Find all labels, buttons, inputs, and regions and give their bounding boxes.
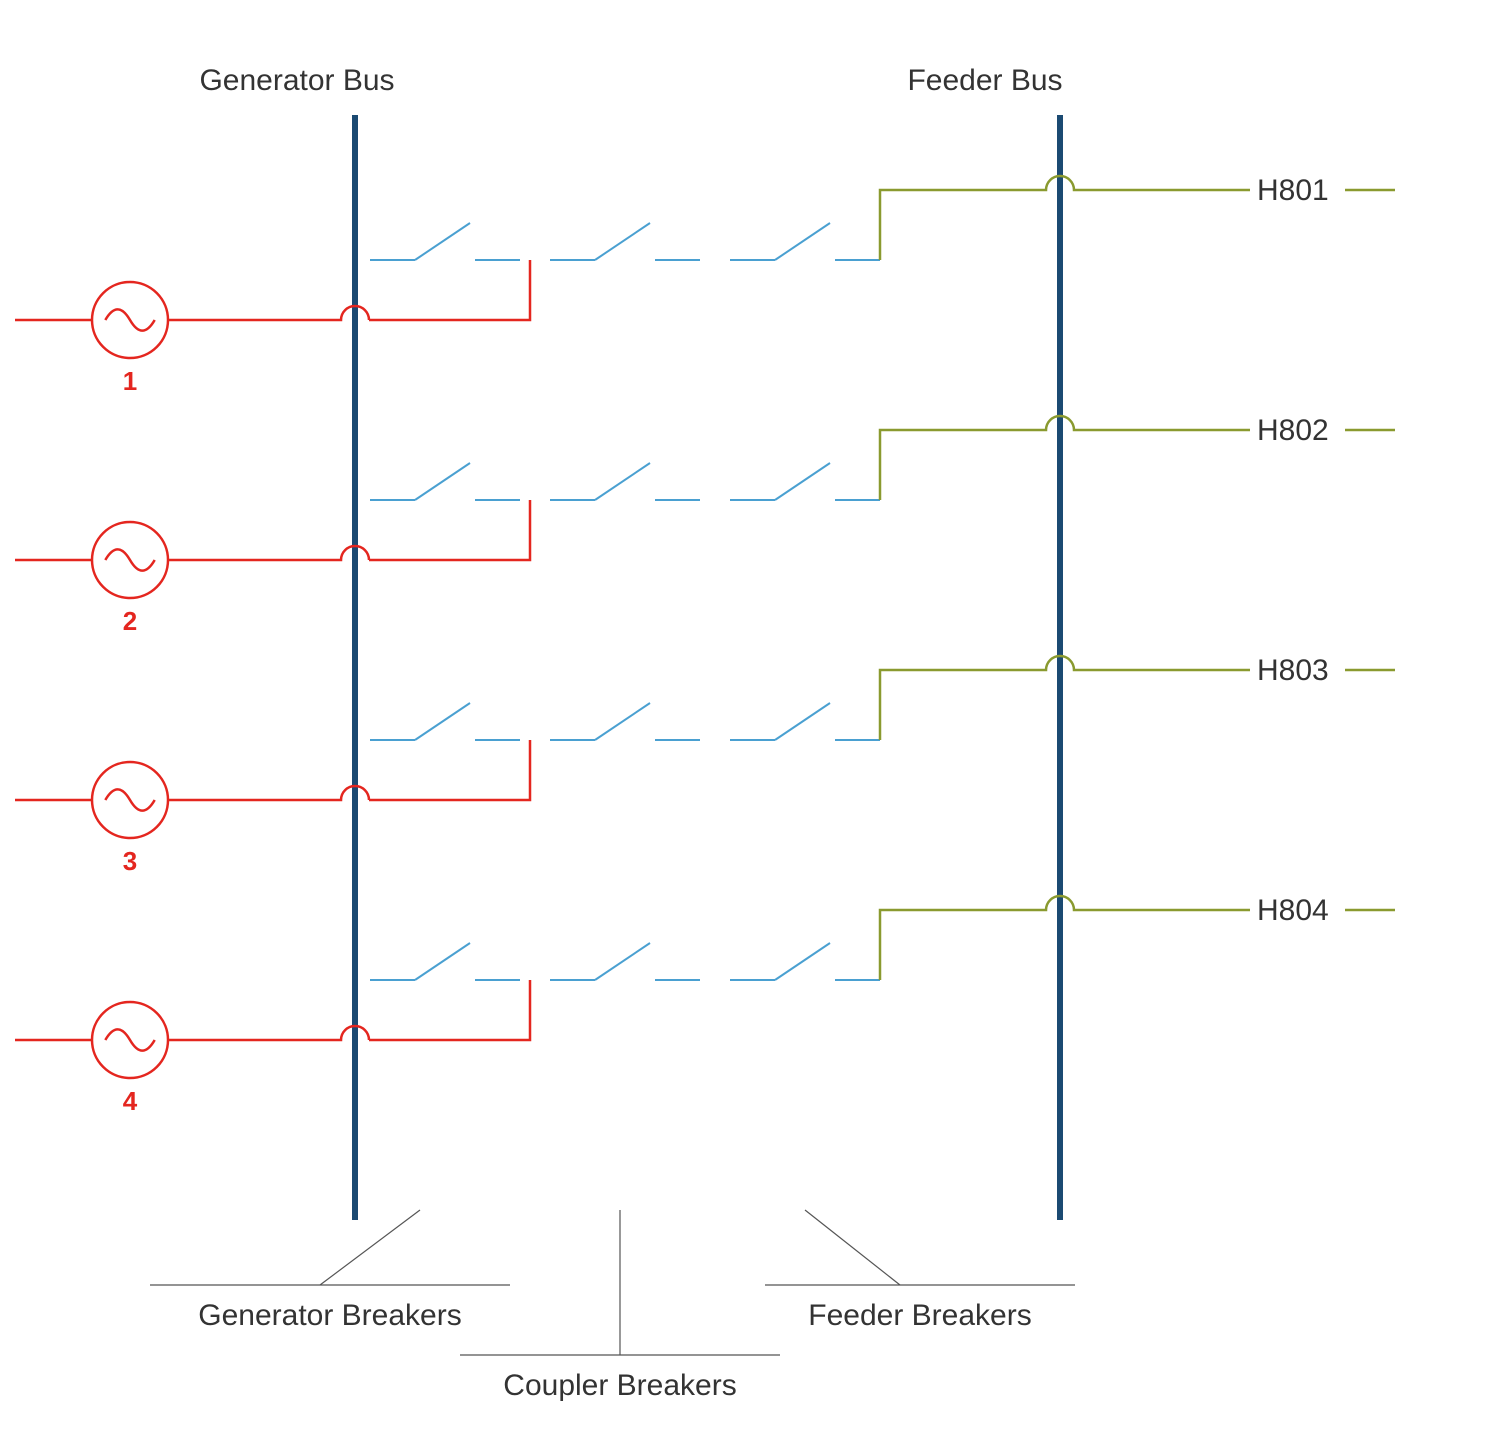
coupler-breakers-label: Coupler Breakers (503, 1369, 736, 1402)
generator-riser-2 (369, 500, 530, 560)
generator-breaker-4 (370, 943, 520, 980)
feeder-breaker-2 (730, 463, 880, 500)
generator-sine-icon (105, 549, 154, 570)
generator-label-3: 3 (123, 846, 137, 876)
generator-label-4: 4 (123, 1086, 138, 1116)
generator-riser-3 (369, 740, 530, 800)
feeder-wire-H802 (880, 416, 1250, 500)
generator-breaker-2 (370, 463, 520, 500)
feeder-label-H803: H803 (1257, 654, 1329, 687)
feeder-breaker-3 (730, 703, 880, 740)
generator-wire-4 (168, 1026, 369, 1040)
generator-sine-icon (105, 1029, 154, 1050)
feeder-breaker-1 (730, 223, 880, 260)
feeder-label-H802: H802 (1257, 414, 1329, 447)
generator-sine-icon (105, 789, 154, 810)
feeder-wire-H803 (880, 656, 1250, 740)
single-line-diagram: Generator Bus Feeder Bus 1 2 3 4 H801 H802 H803 H… (0, 0, 1500, 1454)
generator-breaker-1 (370, 223, 520, 260)
generator-riser-4 (369, 980, 530, 1040)
coupler-breaker-4 (550, 943, 700, 980)
feeder-label-H801: H801 (1257, 174, 1329, 207)
generator-riser-1 (369, 260, 530, 320)
generator-breakers-label: Generator Breakers (198, 1299, 461, 1332)
generator-wire-1 (168, 306, 369, 320)
feeder-bus-label: Feeder Bus (907, 64, 1062, 97)
generator-label-1: 1 (123, 366, 137, 396)
generator-bus-label: Generator Bus (199, 64, 394, 97)
feeder-breakers-leader (805, 1210, 900, 1285)
coupler-breaker-2 (550, 463, 700, 500)
feeder-wire-H801 (880, 176, 1250, 260)
generator-wire-3 (168, 786, 369, 800)
feeder-breakers-label: Feeder Breakers (808, 1299, 1031, 1332)
feeder-wire-H804 (880, 896, 1250, 980)
generator-sine-icon (105, 309, 154, 330)
coupler-breaker-3 (550, 703, 700, 740)
feeder-label-H804: H804 (1257, 894, 1329, 927)
feeder-breaker-4 (730, 943, 880, 980)
generator-wire-2 (168, 546, 369, 560)
generator-breaker-3 (370, 703, 520, 740)
coupler-breaker-1 (550, 223, 700, 260)
generator-label-2: 2 (123, 606, 137, 636)
generator-breakers-leader (320, 1210, 420, 1285)
